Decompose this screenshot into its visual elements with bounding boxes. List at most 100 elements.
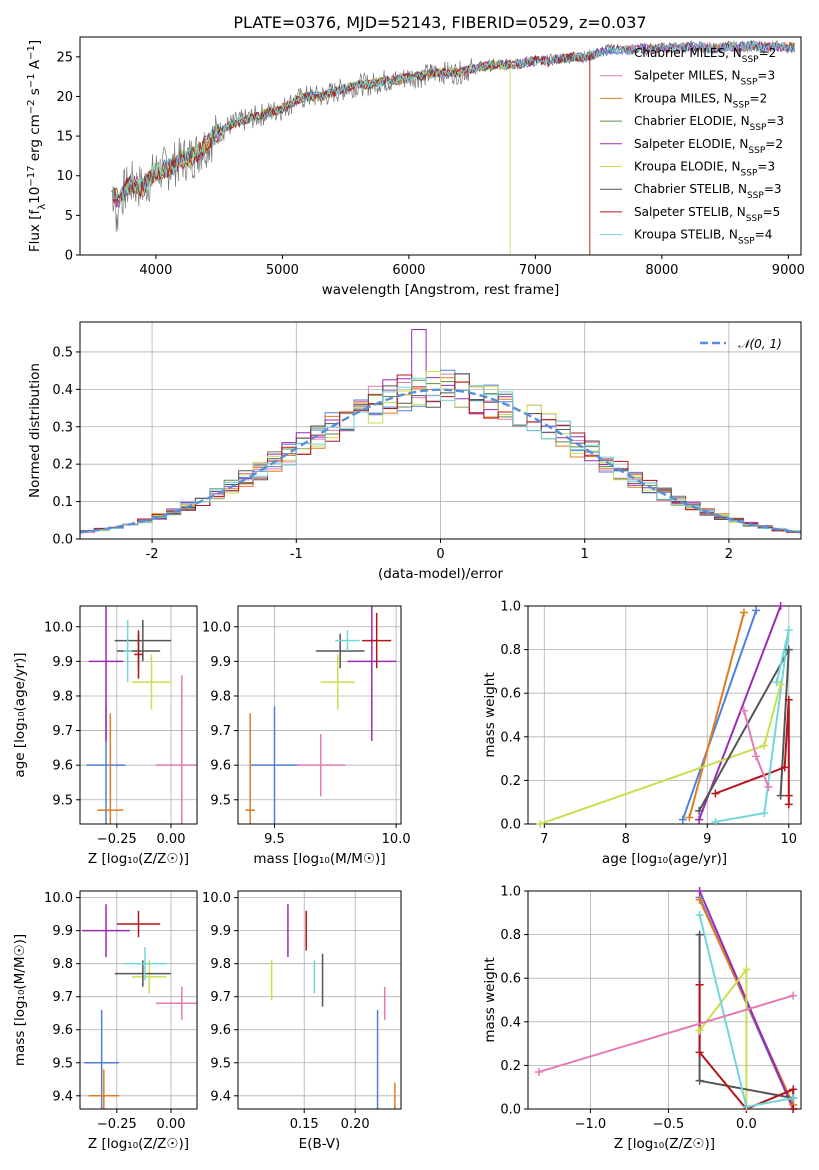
normal-curve	[80, 388, 801, 534]
error-bar-point	[155, 675, 197, 824]
x-tick-label: 4000	[139, 263, 172, 278]
error-bar-point	[132, 960, 167, 994]
y-tick-label: 0.5	[52, 345, 73, 360]
weight-marker	[776, 602, 785, 610]
x-axis-label: Z [log₁₀(Z/Z☉)]	[88, 851, 189, 867]
age-vs-mass-plot-area	[245, 606, 397, 824]
x-tick-label: 7	[540, 832, 548, 847]
weight-marker	[776, 791, 785, 800]
x-tick-label: −0.25	[97, 1117, 137, 1132]
y-tick-label: 25	[56, 50, 73, 65]
axes-frame	[237, 890, 402, 1110]
weight-marker	[780, 763, 789, 772]
y-tick-label: 9.6	[52, 1023, 73, 1038]
x-axis-label: E(B-V)	[299, 1136, 341, 1152]
weight-marker	[752, 606, 761, 615]
weight-marker	[776, 680, 785, 689]
weight-marker	[752, 752, 761, 761]
y-tick-label: 9.9	[52, 655, 73, 670]
weight-marker	[742, 1102, 751, 1111]
x-tick-label: −0.5	[653, 1117, 685, 1132]
mass-vs-Z-plot-area	[82, 904, 197, 1109]
error-bar-point	[84, 1009, 119, 1109]
x-tick-label: 0	[436, 547, 444, 562]
x-tick-label: -2	[146, 547, 159, 562]
weight-marker	[784, 625, 793, 634]
error-bar-point	[320, 654, 355, 710]
weight-marker	[772, 678, 781, 687]
weight-marker	[695, 930, 704, 939]
error-bar-point	[88, 606, 124, 741]
error-bar-point	[315, 633, 365, 669]
y-tick-label: 0.2	[500, 774, 521, 789]
error-bar-point	[123, 947, 167, 981]
axes-frame	[237, 605, 402, 825]
residual-hist-plot-area	[80, 329, 801, 535]
weight-marker	[534, 1067, 543, 1076]
weight-marker	[789, 991, 798, 1000]
y-tick-label: 15	[56, 130, 73, 145]
y-tick-label: 9.8	[210, 689, 231, 704]
y-tick-label: 9.4	[210, 1089, 231, 1104]
y-tick-label: 9.8	[210, 957, 231, 972]
legend-label: Salpeter STELIB, NSSP=5	[634, 205, 780, 224]
legend-label: Kroupa STELIB, NSSP=4	[634, 228, 772, 247]
axes-frame	[79, 321, 802, 540]
y-tick-label: 10	[56, 169, 73, 184]
x-tick-label: 0.20	[341, 1117, 370, 1132]
x-axis-label: Z [log₁₀(Z/Z☉)]	[88, 1136, 189, 1152]
weight-line	[688, 612, 745, 818]
x-axis-label: age [log₁₀(age/yr)]	[602, 851, 727, 867]
error-bar-point	[347, 606, 397, 741]
y-tick-label: 0.8	[500, 643, 521, 658]
y-tick-label: 9.6	[210, 1023, 231, 1038]
mass-weight-vs-age-plot-area	[539, 606, 790, 824]
weight-marker	[678, 815, 687, 824]
spectrum-legend: Chabrier MILES, NSSP=2 Salpeter MILES, NS…	[600, 46, 784, 247]
error-bar-point	[134, 630, 143, 679]
x-tick-label: 1	[581, 547, 589, 562]
axes-frame	[79, 36, 802, 256]
y-axis-label: age [log₁₀(age/yr)]	[12, 652, 28, 777]
weight-marker	[739, 706, 748, 715]
x-tick-label: 0.0	[736, 1117, 757, 1132]
weight-marker	[760, 809, 769, 818]
y-tick-label: 9.7	[52, 724, 73, 739]
error-bar-point	[116, 910, 161, 938]
axes-frame	[79, 605, 198, 825]
mass-weight-vs-age-panel: 7 8 9 10 0.0 0.2 0.4 0.6 0.8 1.0 age [log₁₀(age/yr…	[482, 600, 802, 867]
x-tick-label: −1.0	[575, 1117, 607, 1132]
y-tick-label: 10.0	[202, 891, 231, 906]
weight-marker	[711, 817, 720, 826]
x-tick-label: 8	[622, 832, 630, 847]
y-axis-label: Normed distribution	[27, 363, 43, 498]
y-tick-label: 1.0	[500, 600, 521, 615]
mass-vs-EBV-plot-area	[270, 904, 396, 1109]
y-tick-label: 9.8	[52, 957, 73, 972]
y-tick-label: 0.8	[500, 928, 521, 943]
weight-marker	[742, 965, 751, 974]
legend-label: Salpeter MILES, NSSP=3	[634, 69, 775, 88]
weight-marker	[764, 782, 773, 791]
figure-title: PLATE=0376, MJD=52143, FIBERID=0529, z=0…	[233, 13, 646, 32]
weight-marker	[695, 815, 704, 824]
y-tick-label: 0.2	[52, 458, 73, 473]
legend-label: Chabrier MILES, NSSP=2	[634, 46, 776, 65]
y-tick-label: 9.5	[210, 793, 231, 808]
x-tick-label: 5000	[266, 263, 299, 278]
y-axis-label: mass weight	[482, 957, 498, 1042]
x-axis-label: (data-model)/error	[378, 566, 504, 582]
x-tick-label: 6000	[392, 263, 425, 278]
weight-line	[539, 684, 782, 824]
weight-line	[715, 629, 790, 823]
legend-label: Chabrier STELIB, NSSP=3	[634, 182, 782, 201]
weight-marker	[695, 895, 704, 904]
x-tick-label: −0.25	[97, 832, 137, 847]
legend-label: Salpeter ELODIE, NSSP=2	[634, 137, 783, 156]
mass-vs-EBV-panel: 0.15 0.20 9.4 9.5 9.6 9.7 9.8 9.9 10.0 E(B-V)	[202, 890, 402, 1152]
error-bar-point	[123, 619, 132, 683]
model-spectrum-line	[112, 51, 591, 255]
y-tick-label: 9.7	[52, 990, 73, 1005]
error-bar-point	[114, 960, 171, 987]
error-bar-point	[88, 1069, 119, 1109]
